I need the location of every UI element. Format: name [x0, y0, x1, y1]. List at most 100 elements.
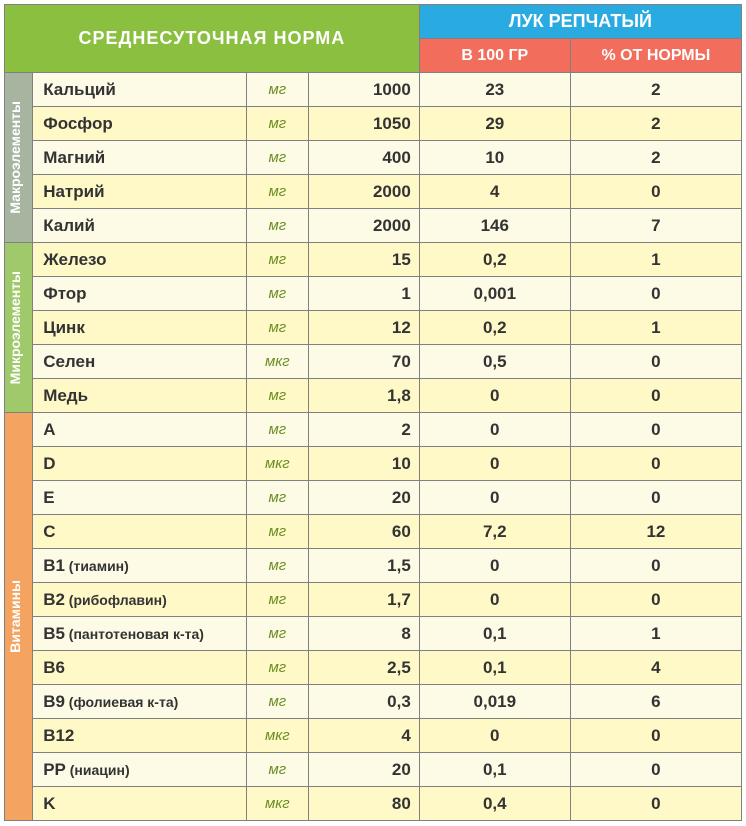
pct-norm-value: 0	[570, 787, 741, 821]
per-100g-value: 29	[419, 107, 570, 141]
table-row: Калиймг20001467	[5, 209, 742, 243]
per-100g-value: 146	[419, 209, 570, 243]
unit: мг	[246, 107, 308, 141]
nutrient-name: Селен	[33, 345, 246, 379]
pct-norm-value: 6	[570, 685, 741, 719]
unit: мг	[246, 651, 308, 685]
nutrient-name: Фтор	[33, 277, 246, 311]
pct-norm-value: 1	[570, 243, 741, 277]
table-row: B6мг2,50,14	[5, 651, 742, 685]
per-100g-value: 0,4	[419, 787, 570, 821]
nutrient-name: E	[33, 481, 246, 515]
header-product: ЛУК РЕПЧАТЫЙ	[419, 5, 741, 39]
per-100g-value: 0,1	[419, 651, 570, 685]
pct-norm-value: 0	[570, 753, 741, 787]
header-pctnorm: % ОТ НОРМЫ	[570, 39, 741, 73]
table-row: Dмкг1000	[5, 447, 742, 481]
table-row: Фосформг1050292	[5, 107, 742, 141]
table-row: Kмкг800,40	[5, 787, 742, 821]
daily-norm-value: 1,5	[309, 549, 420, 583]
table-row: B5 (пантотеновая к-та)мг80,11	[5, 617, 742, 651]
daily-norm-value: 20	[309, 753, 420, 787]
nutrition-table: СРЕДНЕСУТОЧНАЯ НОРМА ЛУК РЕПЧАТЫЙ В 100 …	[4, 4, 742, 821]
daily-norm-value: 2,5	[309, 651, 420, 685]
table-row: Фтормг10,0010	[5, 277, 742, 311]
daily-norm-value: 2	[309, 413, 420, 447]
pct-norm-value: 0	[570, 413, 741, 447]
per-100g-value: 23	[419, 73, 570, 107]
per-100g-value: 0,001	[419, 277, 570, 311]
unit: мг	[246, 311, 308, 345]
nutrient-name: Кальций	[33, 73, 246, 107]
daily-norm-value: 400	[309, 141, 420, 175]
pct-norm-value: 1	[570, 311, 741, 345]
per-100g-value: 0,5	[419, 345, 570, 379]
unit: мг	[246, 617, 308, 651]
per-100g-value: 0	[419, 447, 570, 481]
daily-norm-value: 2000	[309, 175, 420, 209]
per-100g-value: 0	[419, 413, 570, 447]
unit: мг	[246, 549, 308, 583]
table-row: B12мкг400	[5, 719, 742, 753]
pct-norm-value: 0	[570, 175, 741, 209]
pct-norm-value: 1	[570, 617, 741, 651]
unit: мг	[246, 481, 308, 515]
pct-norm-value: 0	[570, 583, 741, 617]
nutrient-name: B5 (пантотеновая к-та)	[33, 617, 246, 651]
pct-norm-value: 0	[570, 345, 741, 379]
unit: мг	[246, 243, 308, 277]
table-row: B1 (тиамин)мг1,500	[5, 549, 742, 583]
unit: мг	[246, 209, 308, 243]
unit: мг	[246, 413, 308, 447]
pct-norm-value: 2	[570, 107, 741, 141]
daily-norm-value: 10	[309, 447, 420, 481]
daily-norm-value: 1050	[309, 107, 420, 141]
table-row: ВитаминыAмг200	[5, 413, 742, 447]
table-row: PP (ниацин)мг200,10	[5, 753, 742, 787]
pct-norm-value: 7	[570, 209, 741, 243]
daily-norm-value: 15	[309, 243, 420, 277]
nutrient-name: B1 (тиамин)	[33, 549, 246, 583]
header-daily-norm: СРЕДНЕСУТОЧНАЯ НОРМА	[5, 5, 420, 73]
group-label: Витамины	[5, 413, 33, 821]
per-100g-value: 0,2	[419, 311, 570, 345]
nutrient-name: Цинк	[33, 311, 246, 345]
nutrient-name: B2 (рибофлавин)	[33, 583, 246, 617]
nutrient-name: K	[33, 787, 246, 821]
per-100g-value: 7,2	[419, 515, 570, 549]
unit: мг	[246, 583, 308, 617]
daily-norm-value: 0,3	[309, 685, 420, 719]
per-100g-value: 0	[419, 481, 570, 515]
table-row: Медьмг1,800	[5, 379, 742, 413]
pct-norm-value: 0	[570, 549, 741, 583]
daily-norm-value: 12	[309, 311, 420, 345]
per-100g-value: 0,019	[419, 685, 570, 719]
header-per100: В 100 ГР	[419, 39, 570, 73]
table-row: B9 (фолиевая к-та)мг0,30,0196	[5, 685, 742, 719]
daily-norm-value: 80	[309, 787, 420, 821]
daily-norm-value: 2000	[309, 209, 420, 243]
pct-norm-value: 0	[570, 277, 741, 311]
unit: мг	[246, 175, 308, 209]
pct-norm-value: 0	[570, 447, 741, 481]
unit: мг	[246, 73, 308, 107]
per-100g-value: 0	[419, 379, 570, 413]
table-row: Селенмкг700,50	[5, 345, 742, 379]
table-row: B2 (рибофлавин)мг1,700	[5, 583, 742, 617]
nutrient-name: A	[33, 413, 246, 447]
group-label: Микроэлементы	[5, 243, 33, 413]
table-row: МакроэлементыКальциймг1000232	[5, 73, 742, 107]
per-100g-value: 0	[419, 583, 570, 617]
per-100g-value: 0	[419, 549, 570, 583]
daily-norm-value: 4	[309, 719, 420, 753]
per-100g-value: 10	[419, 141, 570, 175]
unit: мг	[246, 685, 308, 719]
table-row: Cмг607,212	[5, 515, 742, 549]
table-row: МикроэлементыЖелезомг150,21	[5, 243, 742, 277]
table-row: Eмг2000	[5, 481, 742, 515]
pct-norm-value: 2	[570, 73, 741, 107]
nutrient-name: B12	[33, 719, 246, 753]
daily-norm-value: 1,7	[309, 583, 420, 617]
nutrient-name: D	[33, 447, 246, 481]
nutrient-name: Медь	[33, 379, 246, 413]
